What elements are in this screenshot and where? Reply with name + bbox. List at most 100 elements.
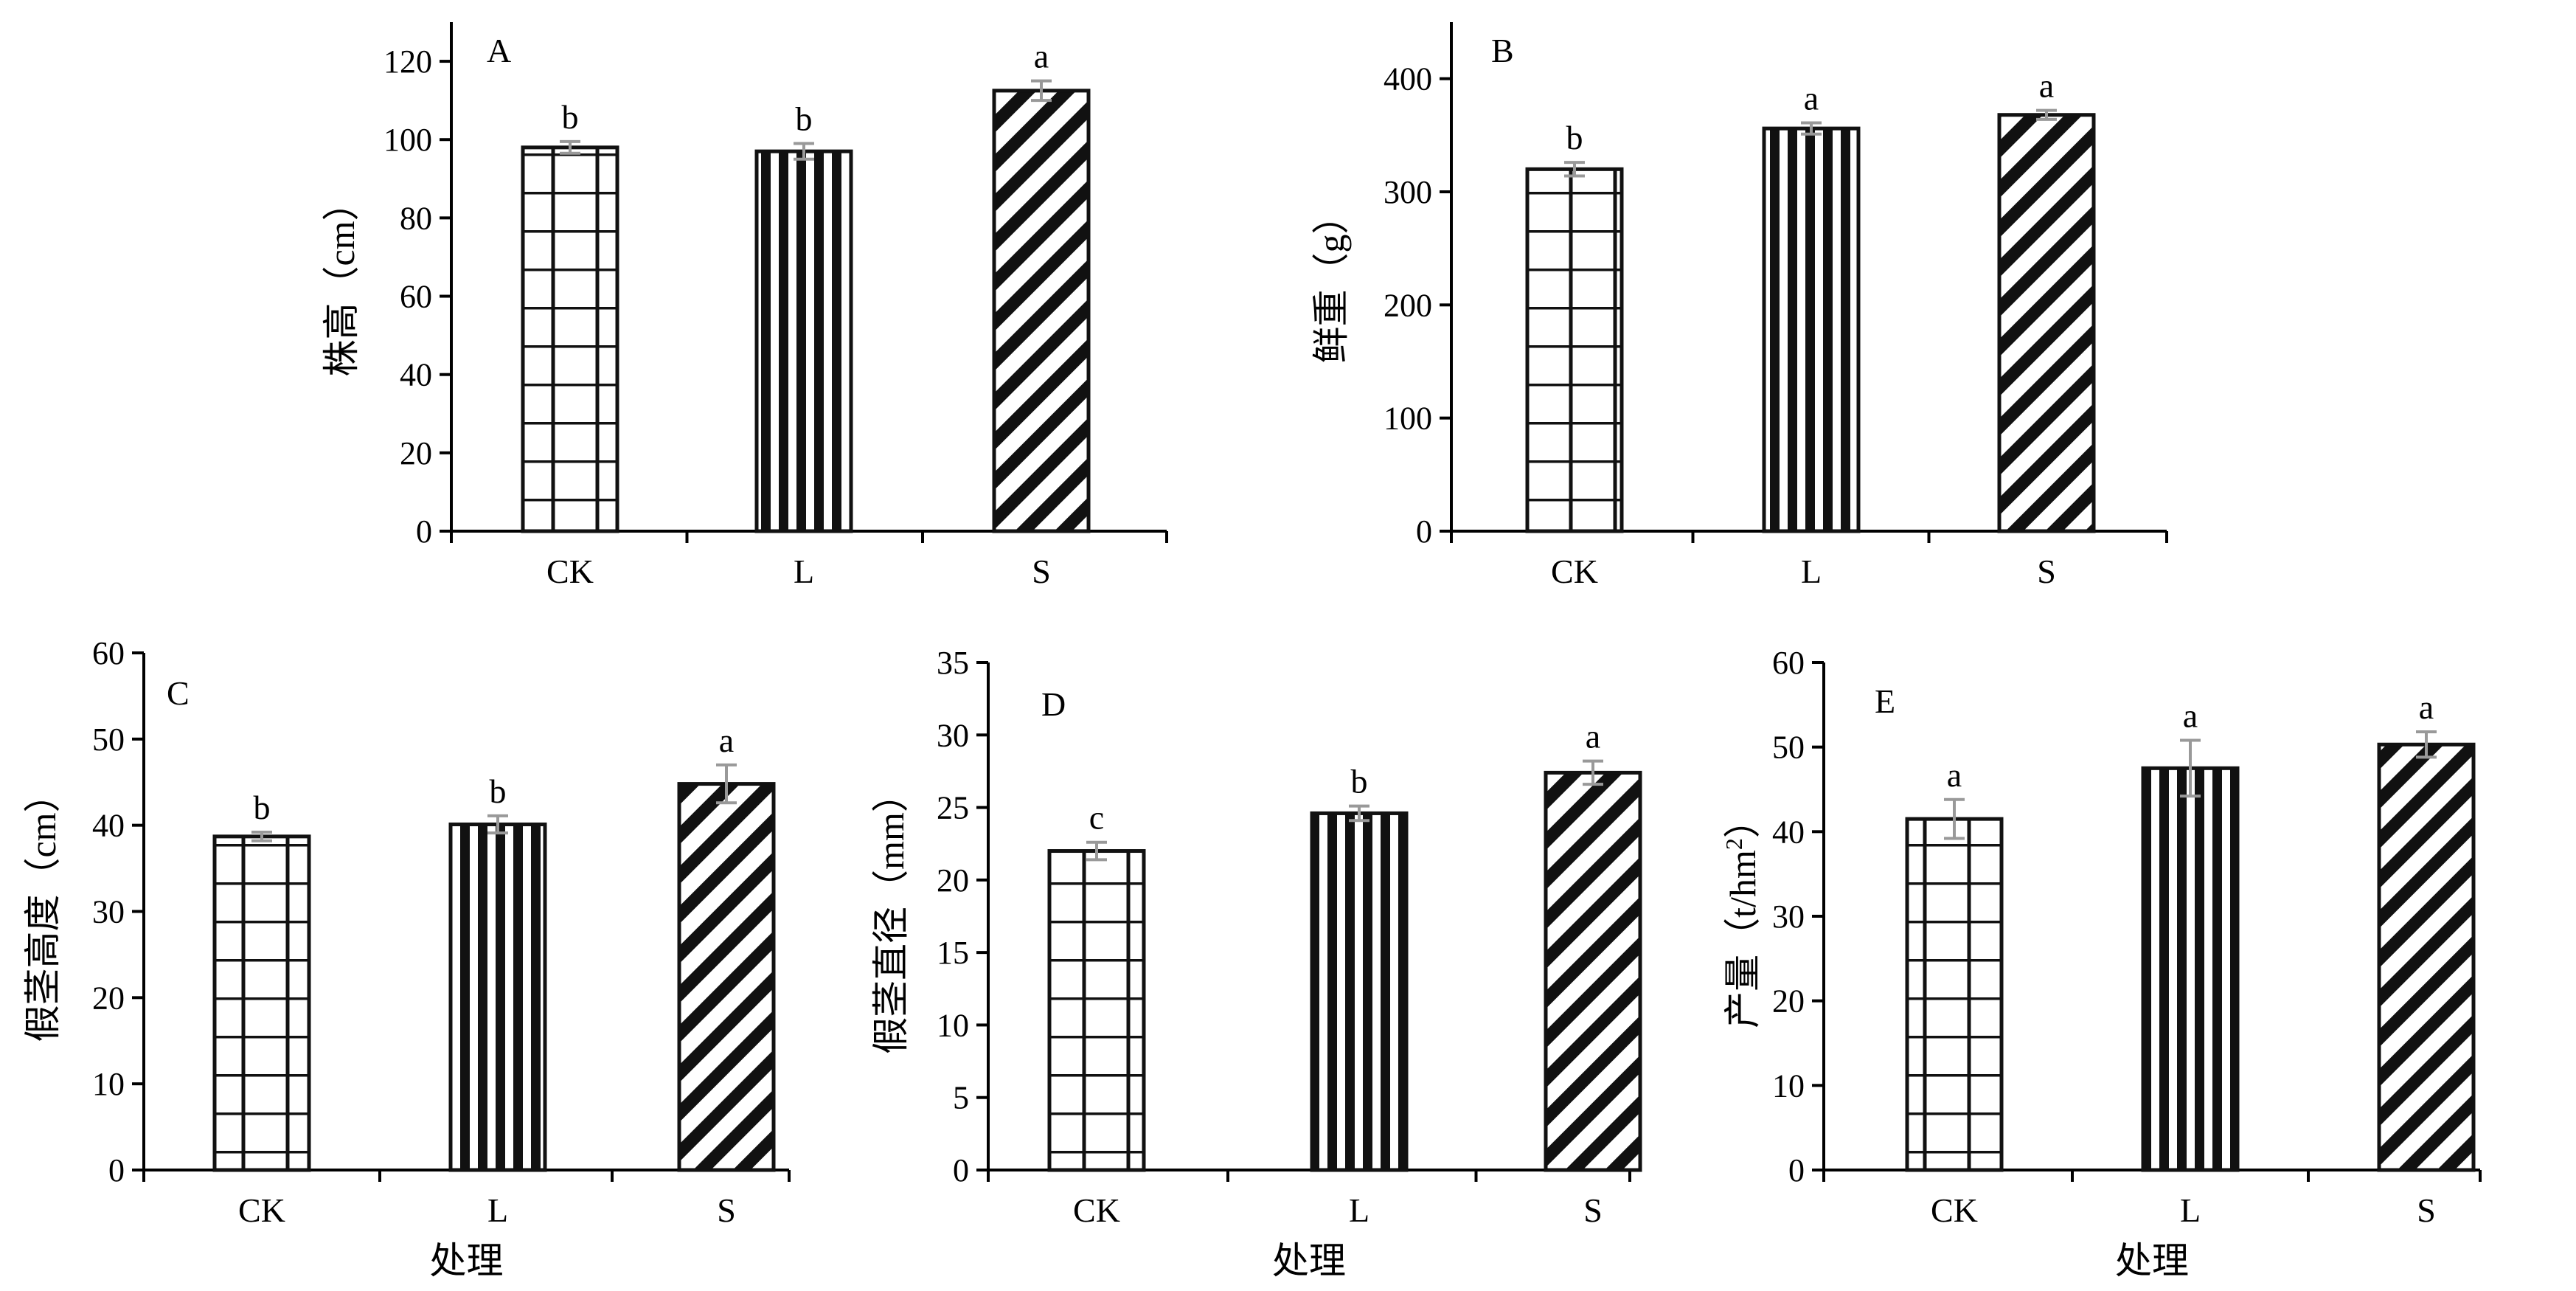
y-axis-title: 株高（cm） <box>321 184 362 376</box>
y-tick-label: 400 <box>1384 61 1432 97</box>
y-tick-label: 0 <box>416 513 432 550</box>
x-axis-title: 处理 <box>430 1240 504 1281</box>
significance-letter: b <box>1351 763 1368 800</box>
y-tick-label: 60 <box>1772 645 1805 681</box>
significance-letter: b <box>562 98 579 136</box>
y-axis-title: 鲜重（g） <box>1310 198 1352 364</box>
y-tick-label: 0 <box>108 1152 125 1188</box>
y-tick-label: 10 <box>1772 1067 1805 1104</box>
x-tick-label: S <box>717 1191 736 1229</box>
y-tick-label: 50 <box>92 721 125 758</box>
bar-s <box>2379 744 2473 1170</box>
y-tick-label: 50 <box>1772 730 1805 766</box>
x-tick-label: CK <box>1073 1191 1120 1229</box>
error-bar <box>716 763 737 805</box>
significance-letter: a <box>719 721 734 759</box>
error-bar <box>2180 738 2201 798</box>
panel-d: 0 5 10 15 20 25 30 35 c CK b La S D 假茎直径（mm） 处理 <box>870 645 1642 1281</box>
bar-ck <box>1527 169 1622 532</box>
y-tick-label: 100 <box>1384 401 1432 437</box>
bar-l <box>1312 813 1406 1170</box>
significance-letter: a <box>2039 67 2054 105</box>
y-axis-title: 假茎高度（cm） <box>22 775 63 1042</box>
significance-letter: b <box>1566 119 1583 156</box>
y-tick-label: 20 <box>92 980 125 1016</box>
y-tick-label: 0 <box>1416 513 1432 550</box>
bar-ck <box>523 147 617 531</box>
x-axis-title: 处理 <box>1272 1240 1346 1281</box>
y-tick-label: 10 <box>92 1066 125 1102</box>
x-axis-title: 处理 <box>2115 1240 2189 1281</box>
y-tick-label: 40 <box>1772 814 1805 850</box>
bar-l <box>451 824 545 1170</box>
bar-l <box>757 151 851 532</box>
error-bar <box>2416 730 2437 759</box>
y-tick-label: 30 <box>92 894 125 930</box>
panel-letter: C <box>167 674 190 712</box>
error-bar <box>1086 840 1107 862</box>
x-tick-label: CK <box>238 1191 285 1229</box>
error-bar <box>1583 759 1603 786</box>
significance-letter: b <box>796 100 813 138</box>
y-axis-title: 产量（t/hm2） <box>1721 801 1763 1028</box>
error-bar <box>251 831 272 842</box>
significance-letter: c <box>1089 799 1104 837</box>
significance-letter: b <box>254 789 271 826</box>
error-bar <box>2036 108 2057 121</box>
bar-l <box>2143 768 2237 1170</box>
y-tick-label: 100 <box>383 122 432 158</box>
y-tick-label: 35 <box>937 645 969 681</box>
y-tick-label: 0 <box>953 1152 969 1188</box>
y-tick-label: 80 <box>400 200 432 236</box>
significance-letter: a <box>1034 38 1049 75</box>
x-tick-label: CK <box>1931 1191 1978 1229</box>
bar-s <box>994 90 1089 531</box>
y-tick-label: 30 <box>937 717 969 753</box>
error-bar <box>1031 79 1052 103</box>
y-tick-label: 120 <box>383 44 432 80</box>
y-tick-label: 25 <box>937 790 969 826</box>
panel-letter: B <box>1491 32 1514 69</box>
y-tick-label: 40 <box>92 808 125 844</box>
x-tick-label: L <box>487 1191 508 1229</box>
significance-letter: b <box>490 772 507 810</box>
y-tick-label: 40 <box>400 357 432 393</box>
x-tick-label: CK <box>546 553 594 590</box>
y-tick-label: 60 <box>400 279 432 315</box>
y-tick-label: 30 <box>1772 899 1805 935</box>
bar-l <box>1764 128 1858 532</box>
x-tick-label: L <box>1349 1191 1369 1229</box>
x-tick-label: S <box>1032 553 1051 590</box>
panel-letter: A <box>487 32 511 69</box>
bar-ck <box>1907 819 2002 1170</box>
significance-letter: a <box>1947 756 1962 794</box>
y-axis-title: 假茎直径（mm） <box>870 775 912 1054</box>
y-tick-label: 200 <box>1384 287 1432 323</box>
y-tick-label: 10 <box>937 1007 969 1043</box>
y-tick-label: 300 <box>1384 174 1432 210</box>
significance-letter: a <box>2419 688 2434 726</box>
error-bar <box>1564 161 1585 178</box>
x-tick-label: S <box>2417 1191 2436 1229</box>
significance-letter: a <box>1804 79 1819 117</box>
error-bar <box>487 814 508 835</box>
bar-s <box>1999 114 2094 531</box>
x-tick-label: L <box>1801 553 1822 590</box>
bar-ck <box>215 836 309 1170</box>
y-tick-label: 60 <box>92 635 125 671</box>
x-tick-label: S <box>2037 553 2056 590</box>
y-tick-label: 15 <box>937 935 969 971</box>
y-tick-label: 5 <box>953 1080 969 1116</box>
y-tick-label: 20 <box>1772 983 1805 1020</box>
bar-s <box>679 783 774 1170</box>
significance-letter: a <box>2183 696 2198 734</box>
error-bar <box>1801 121 1822 136</box>
x-tick-label: L <box>2180 1191 2201 1229</box>
x-tick-label: L <box>794 553 814 590</box>
error-bar <box>794 142 814 161</box>
panel-a: 0 20 40 60 80 100 120 b CK b La S A 株高（cm） <box>321 22 1168 590</box>
error-bar <box>1944 797 1965 840</box>
y-tick-label: 0 <box>1788 1152 1805 1188</box>
panel-c: 0 10 20 30 40 50 60 b CK b La S C 假茎高度（cm） 处理 <box>22 635 791 1281</box>
